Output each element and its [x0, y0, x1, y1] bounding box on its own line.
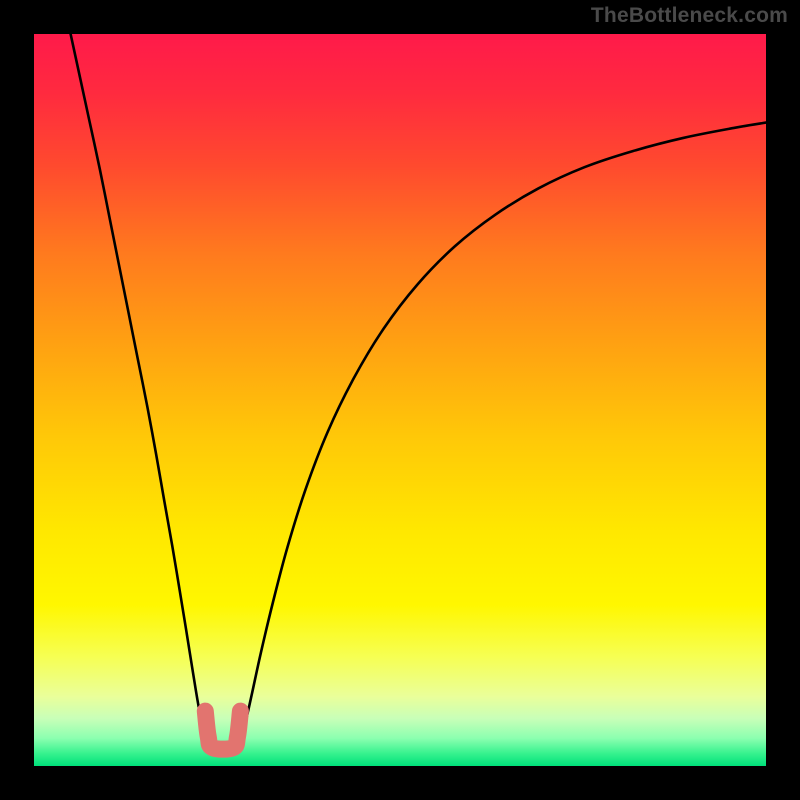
curve-left-branch: [71, 34, 206, 742]
curve-right-branch: [240, 123, 766, 742]
chart-container: TheBottleneck.com: [0, 0, 800, 800]
trough-marker: [205, 711, 240, 749]
curve-layer: [34, 34, 766, 766]
plot-area: [34, 34, 766, 766]
watermark-text: TheBottleneck.com: [591, 4, 788, 28]
